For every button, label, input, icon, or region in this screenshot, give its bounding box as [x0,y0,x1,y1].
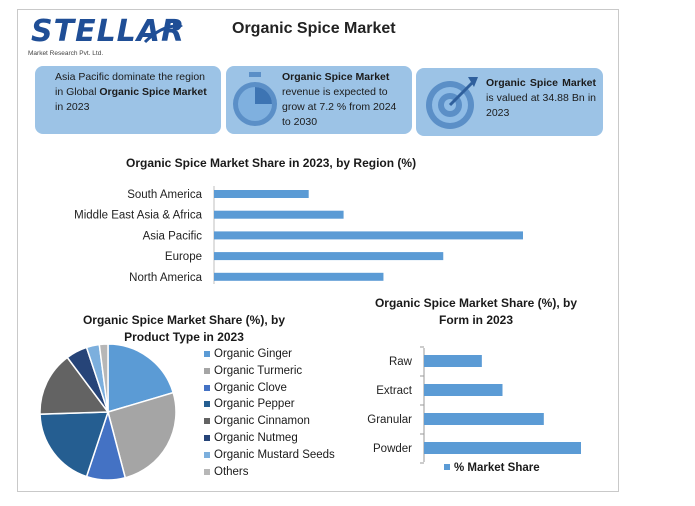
insight-card-region: Asia Pacific dominate the region in Glob… [35,66,221,134]
legend-label: Organic Pepper [214,398,295,411]
card-text-part: Asia Pacific dominate the region in Glob… [55,71,205,98]
card-text: Organic Spice Market is valued at 34.88 … [486,76,596,121]
legend-item: Organic Cinnamon [204,413,335,430]
legend-item: Organic Nutmeg [204,430,335,447]
legend-label: Organic Mustard Seeds [214,448,335,461]
product-legend: Organic Ginger Organic Turmeric Organic Cl… [204,346,335,480]
legend-label: Organic Clove [214,381,287,394]
region-chart-title: Organic Spice Market Share in 2023, by R… [126,156,417,170]
card-text: Asia Pacific dominate the region in Glob… [55,70,215,115]
page-title: Organic Spice Market [232,20,396,37]
logo-arrow-icon [143,20,183,44]
legend-item: Organic Ginger [204,346,335,363]
legend-swatch [204,451,210,458]
form-legend-label: % Market Share [454,462,540,474]
legend-label: Organic Turmeric [214,364,303,377]
card-text-part: revenue is expected to grow at 7.2 % fro… [282,86,397,128]
legend-swatch [204,401,210,408]
form-chart-title: Organic Spice Market Share (%), by Form … [374,296,578,327]
logo-subtitle: Market Research Pvt. Ltd. [28,50,104,57]
card-text-part: in 2023 [55,101,90,113]
card-text-part: is valued at 34.88 Bn in 2023 [486,92,596,119]
form-legend: % Market Share [444,462,540,474]
insight-card-growth: Organic Spice Market revenue is expected… [226,66,412,134]
card-text-bold: Organic Spice Market [99,86,207,98]
card-text-bold: Organic Spice Market [282,71,390,83]
legend-swatch [204,351,210,357]
legend-item: Organic Turmeric [204,363,335,380]
stopwatch-icon [233,72,277,126]
legend-item: Others [204,464,335,481]
legend-label: Organic Ginger [214,348,292,360]
legend-swatch [204,367,210,374]
legend-item: Organic Clove [204,380,335,397]
legend-swatch [204,418,210,425]
card-text-bold: Organic Spice Market [486,77,596,89]
legend-item: Organic Pepper [204,396,335,413]
target-icon [426,77,478,129]
legend-swatch [204,384,210,391]
legend-item: Organic Mustard Seeds [204,447,335,464]
legend-swatch [204,468,210,475]
legend-label: Organic Nutmeg [214,431,298,444]
stellar-logo: STELLAR Market Research Pvt. Ltd. [25,14,195,62]
legend-swatch [444,464,450,470]
insight-card-valuation: Organic Spice Market is valued at 34.88 … [416,68,603,136]
legend-swatch [204,434,210,441]
legend-label: Organic Cinnamon [214,415,310,428]
card-text: Organic Spice Market revenue is expected… [282,70,406,130]
product-chart-title: Organic Spice Market Share (%), by Produ… [82,313,286,344]
legend-label: Others [214,465,249,478]
